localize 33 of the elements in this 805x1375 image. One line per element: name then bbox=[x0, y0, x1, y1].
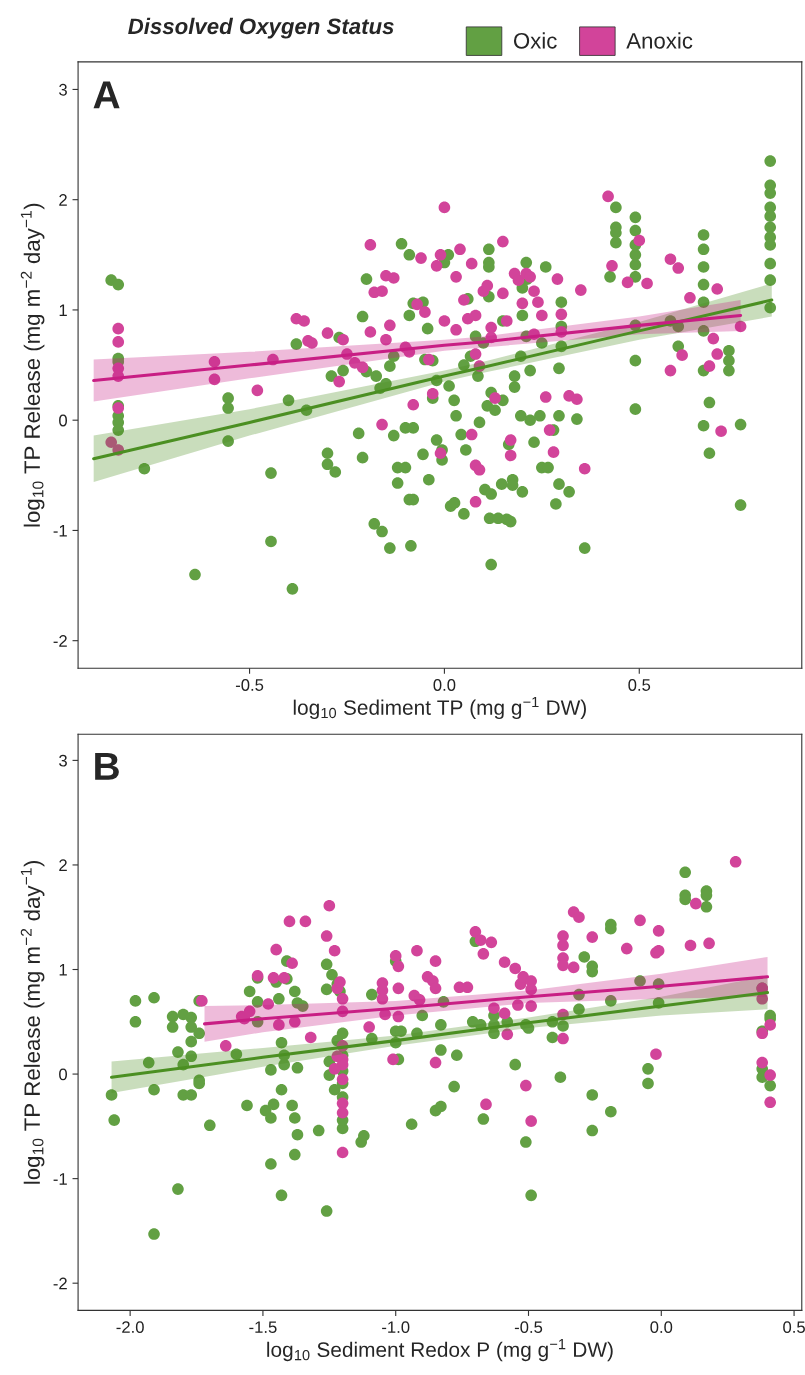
y-tick-label: -2 bbox=[53, 1277, 67, 1290]
x-tick-label: -1.0 bbox=[382, 1321, 410, 1334]
y-axis-title: log$_{10}$ TP Release (mg m$^{−2}$ day$^{−1}$) bbox=[20, 860, 45, 1184]
x-tick-label: 0.0 bbox=[650, 1321, 673, 1334]
y-tick-label: -1 bbox=[53, 1173, 67, 1185]
line-series bbox=[202, 975, 770, 1026]
x-tick-label: -0.5 bbox=[514, 1321, 543, 1334]
x-tick-label: 0.0 bbox=[433, 679, 456, 691]
y-tick-label: -2 bbox=[53, 635, 67, 647]
x-tick-label: 0.5 bbox=[783, 1321, 805, 1334]
y-tick-label: 3 bbox=[59, 754, 67, 767]
x-tick-label: -0.5 bbox=[235, 679, 264, 691]
y-tick-label: 1 bbox=[59, 304, 67, 316]
y-tick-label: 2 bbox=[59, 194, 67, 206]
y-tick-label: 0 bbox=[59, 414, 68, 427]
y-axis-title: log$_{10}$ TP Release (mg m$^{−2}$ day$^{−1}$) bbox=[20, 203, 45, 527]
x-axis-title: log$_{10}$ Sediment TP (mg g$^{−1}$ DW) bbox=[293, 696, 586, 720]
legend-label: Oxic bbox=[513, 32, 557, 49]
legend-label: Anoxic bbox=[626, 32, 693, 49]
x-tick-label: -2.0 bbox=[116, 1321, 144, 1334]
chart-title: B bbox=[95, 752, 119, 780]
y-tick-label: 1 bbox=[59, 964, 67, 976]
y-tick-label: 3 bbox=[59, 83, 67, 96]
x-tick-label: -1.5 bbox=[249, 1321, 277, 1334]
chart-title: A bbox=[93, 81, 120, 109]
line-series bbox=[92, 313, 743, 383]
x-axis-title: log$_{10}$ Sediment Redox P (mg g$^{−1}$ DW) bbox=[267, 1339, 613, 1362]
y-tick-label: 0 bbox=[59, 1068, 68, 1081]
y-tick-label: 2 bbox=[59, 859, 67, 871]
x-tick-label: 0.5 bbox=[628, 679, 651, 691]
line-series bbox=[92, 298, 774, 461]
legend-title: Dissolved Oxygen Status bbox=[128, 17, 394, 39]
y-tick-label: -1 bbox=[53, 525, 67, 537]
